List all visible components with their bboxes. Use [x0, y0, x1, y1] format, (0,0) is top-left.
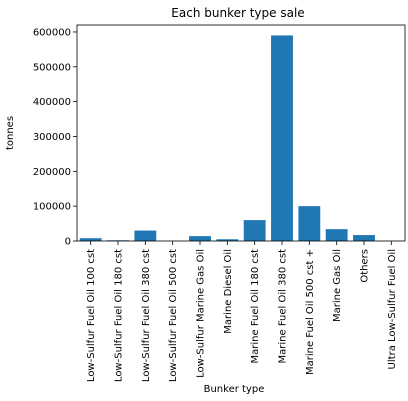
bar	[353, 235, 375, 241]
y-tick-label: 500000	[33, 62, 71, 73]
x-tick-label: Low-Sulfur Fuel Oil 500 cst	[168, 249, 179, 382]
plot-frame	[76, 24, 406, 242]
x-tick-label: Low-Sulfur Fuel Oil 180 cst	[114, 249, 125, 382]
x-tick-label: Others	[360, 249, 371, 283]
bar	[79, 238, 102, 241]
bar	[134, 230, 157, 241]
chart-title: Each bunker type sale	[171, 6, 304, 20]
x-tick-label: Marine Fuel Oil 380 cst	[278, 249, 289, 364]
y-tick-label: 200000	[33, 167, 71, 178]
bar	[325, 229, 348, 241]
bar	[216, 239, 239, 241]
y-axis-label: tonnes	[5, 116, 16, 150]
x-tick-label: Low-Sulfur Fuel Oil 380 cst	[141, 249, 152, 382]
y-tick-label: 600000	[33, 27, 71, 38]
y-tick-label: 100000	[33, 202, 71, 213]
bar	[298, 206, 321, 241]
x-tick-label: Marine Diesel Oil	[223, 249, 234, 334]
bar	[189, 236, 211, 241]
x-axis-label: Bunker type	[204, 384, 265, 395]
x-tick-label: Low-Sulfur Marine Gas Oil	[196, 249, 207, 378]
x-tick-label: Marine Fuel Oil 500 cst +	[305, 249, 316, 375]
bar	[271, 35, 293, 241]
y-tick-label: 300000	[33, 132, 71, 143]
x-tick-label: Marine Fuel Oil 180 cst	[250, 249, 261, 364]
y-tick-label: 0	[65, 237, 71, 248]
y-tick-label: 400000	[33, 97, 71, 108]
x-tick-label: Ultra Low-Sulfur Fuel Oil	[387, 249, 398, 369]
bar	[243, 220, 266, 241]
x-tick-label: Marine Gas Oil	[332, 249, 343, 322]
plot-area: 0 100000 200000 300000 400000 500000 600000 Low…	[33, 27, 403, 382]
x-tick-label: Low-Sulfur Fuel Oil 100 cst	[86, 249, 97, 382]
